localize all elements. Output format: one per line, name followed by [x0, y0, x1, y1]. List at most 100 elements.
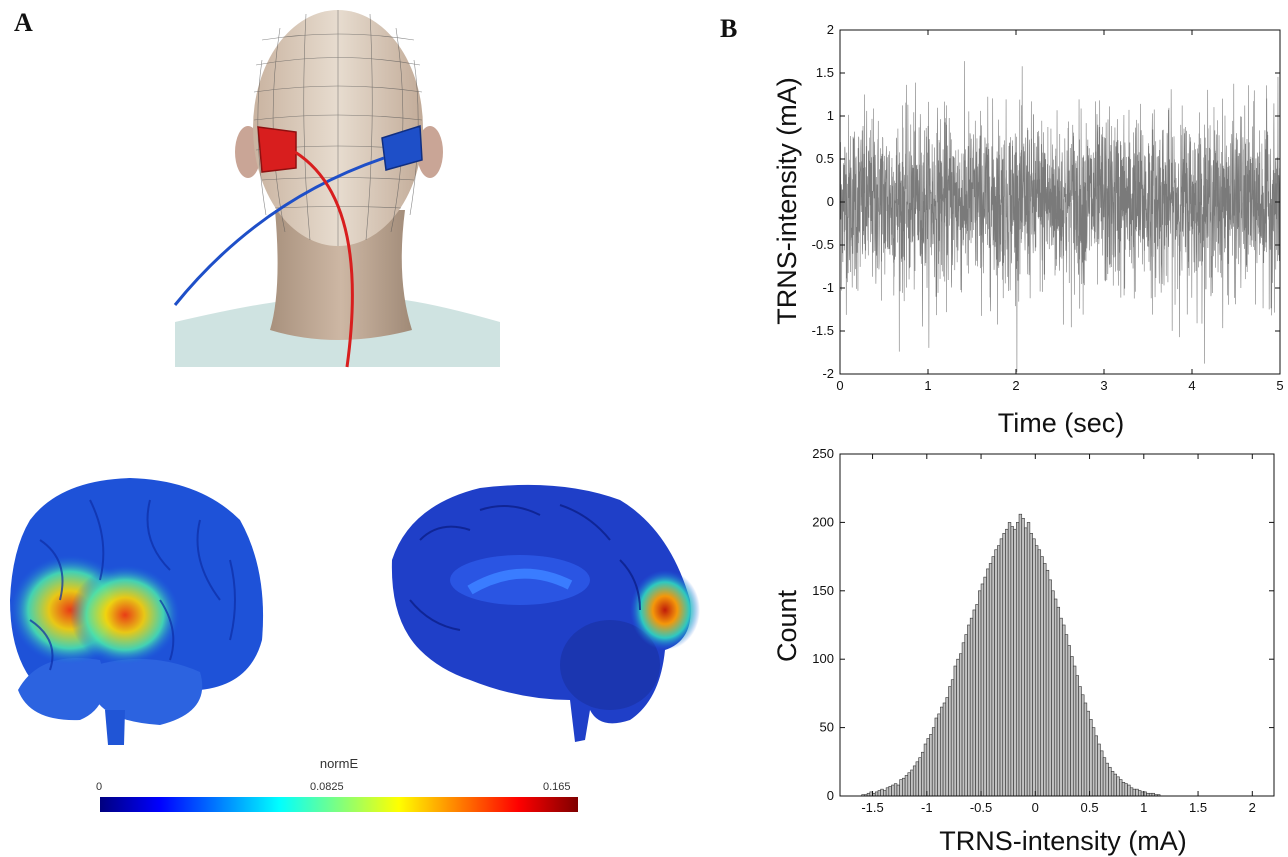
histogram-axes-frame	[839, 453, 1275, 797]
trns-noise-line	[839, 61, 1281, 373]
histogram-bar	[923, 743, 928, 797]
histogram-xtick-label: 0	[1032, 800, 1039, 815]
colorbar: normE 0 0.0825 0.165	[96, 756, 578, 816]
histogram-bar	[1045, 569, 1050, 797]
colorbar-max-label: 0.165	[543, 781, 571, 793]
histogram-bar	[940, 706, 944, 797]
histogram-bar	[1148, 792, 1153, 797]
histogram-xlabel: TRNS-intensity (mA)	[939, 826, 1187, 856]
histogram-bar	[891, 784, 895, 797]
colorbar-mid-label: 0.0825	[310, 781, 344, 793]
histogram-bar	[1051, 590, 1055, 797]
histogram-bar	[893, 783, 898, 797]
histogram-bar	[1013, 528, 1017, 797]
histogram-bar	[959, 653, 963, 797]
colorbar-min-label: 0	[96, 781, 103, 793]
brain-posterior-view	[10, 478, 264, 745]
histogram-bar	[1146, 792, 1150, 797]
histogram-bar	[1029, 533, 1033, 797]
histogram-bar	[869, 791, 873, 797]
histogram-bar	[1040, 556, 1044, 797]
histogram-bar	[1035, 545, 1039, 797]
histogram-bar	[872, 792, 876, 797]
histogram-bar	[1075, 675, 1080, 797]
histogram-bar	[864, 794, 868, 797]
time-series-xtick-label: 2	[1012, 378, 1019, 393]
panel-label-a: A	[14, 8, 33, 37]
histogram-bar	[961, 642, 966, 797]
time-series-ytick-label: 1.5	[816, 65, 834, 80]
trns-noise-trace	[839, 61, 1281, 373]
histogram-bar	[1129, 787, 1134, 797]
histogram-bar	[1024, 527, 1028, 797]
time-series-xtick-label: 0	[836, 378, 843, 393]
histogram-bar	[956, 658, 960, 797]
histogram-bar	[1002, 533, 1006, 797]
histogram-bar	[1091, 727, 1096, 797]
histogram-bar	[926, 738, 930, 797]
histogram-bar	[1067, 645, 1071, 797]
histogram-bar	[934, 717, 938, 797]
histogram-bar	[1110, 771, 1115, 797]
histogram-bar	[969, 617, 974, 797]
electrode-cables	[173, 150, 385, 368]
histogram-bar	[1037, 549, 1042, 797]
colorbar-gradient	[100, 797, 578, 812]
histogram-bar	[967, 624, 971, 797]
colorbar-title: normE	[319, 756, 359, 771]
histogram-bar	[888, 786, 892, 797]
histogram-bar	[964, 634, 968, 797]
histogram-xtick-label: -1.5	[861, 800, 883, 815]
histogram-bar	[880, 788, 884, 797]
histogram-bar	[1043, 563, 1047, 797]
histogram-bar	[1086, 710, 1090, 797]
brain-sagittal-view	[391, 484, 700, 742]
histogram-bar	[1056, 606, 1061, 797]
time-series-xtick-label: 3	[1100, 378, 1107, 393]
histogram-bar	[997, 545, 1001, 797]
histogram-bar	[877, 790, 881, 797]
histogram-ytick-label: 50	[820, 720, 834, 735]
histogram-bar	[986, 568, 990, 797]
histogram-bar	[1083, 702, 1088, 797]
histogram-bar	[1097, 743, 1101, 797]
histogram-bar	[1070, 656, 1074, 797]
histogram-bar	[1016, 522, 1020, 797]
histogram-bar	[929, 734, 933, 797]
time-series-ytick-label: 0.5	[816, 151, 834, 166]
histogram-bar	[915, 761, 919, 797]
histogram-bar	[1116, 776, 1120, 797]
time-series-ytick-label: 0	[827, 194, 834, 209]
time-series-xlabel: Time (sec)	[998, 408, 1125, 438]
time-series-ytick-label: -1	[822, 280, 834, 295]
histogram-bar	[899, 779, 903, 797]
time-series-axes: 0 1 2 3 4 5 2 1.5 1 0.5 0 -0.5 -1 -1.5 -2	[812, 22, 1284, 393]
histogram-bar	[983, 576, 987, 797]
histogram-bar	[1089, 719, 1093, 797]
time-series-ytick-label: 2	[827, 22, 834, 37]
histogram-xtick-label: -1	[921, 800, 933, 815]
time-series-xtick-label: 5	[1276, 378, 1283, 393]
ears	[235, 126, 443, 178]
histogram-xtick-label: 1	[1140, 800, 1147, 815]
histogram-bar	[931, 727, 936, 797]
time-series-xtick-label: 4	[1188, 378, 1195, 393]
histogram-bar	[999, 538, 1004, 797]
histogram-bar	[1132, 788, 1136, 797]
time-series-ylabel: TRNS-intensity (mA)	[772, 77, 802, 325]
histogram-bar	[866, 792, 871, 797]
anode-electrode	[257, 126, 297, 173]
histogram-bar	[883, 790, 887, 797]
histogram-bar	[918, 757, 922, 797]
time-series-ytick-label: -2	[822, 366, 834, 381]
histogram-bar	[945, 697, 949, 797]
histogram-bar	[1135, 788, 1139, 797]
histogram-bar	[1138, 790, 1142, 797]
time-series-ytick-label: -0.5	[812, 237, 834, 252]
time-series-axes-frame	[839, 29, 1281, 375]
histogram-bar	[896, 784, 900, 797]
histogram-bar	[1094, 735, 1098, 797]
histogram-bar	[1026, 522, 1031, 797]
histogram-bar	[1005, 528, 1009, 797]
